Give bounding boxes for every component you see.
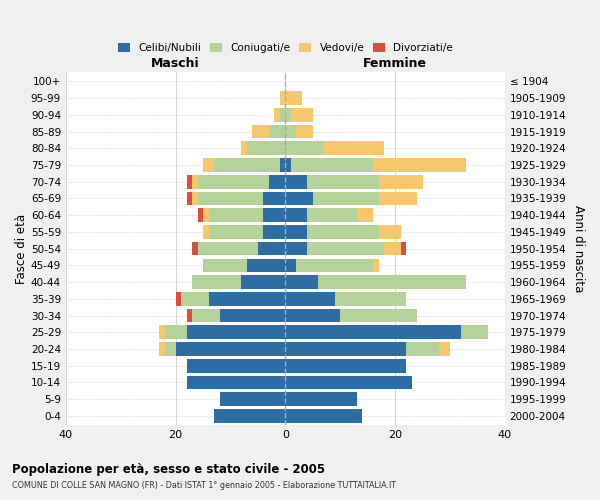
Bar (197, 175, 269, 188)
Bar (286, 142, 324, 155)
Bar (286, 258, 296, 272)
Bar (286, 208, 307, 222)
Bar (192, 308, 220, 322)
Bar (461, 326, 488, 339)
Bar (373, 258, 379, 272)
Bar (253, 124, 269, 138)
Bar (197, 242, 258, 256)
Bar (187, 326, 286, 339)
Bar (373, 158, 466, 172)
Bar (286, 175, 307, 188)
Bar (286, 392, 356, 406)
Bar (379, 175, 422, 188)
Bar (187, 192, 192, 205)
Text: Femmine: Femmine (363, 56, 427, 70)
Y-axis label: Anni di nascita: Anni di nascita (572, 205, 585, 292)
Bar (286, 242, 307, 256)
Bar (401, 242, 406, 256)
Bar (203, 208, 209, 222)
Bar (286, 275, 318, 289)
Bar (247, 258, 286, 272)
Bar (280, 108, 286, 122)
Bar (192, 275, 241, 289)
Bar (335, 292, 406, 306)
Bar (214, 158, 280, 172)
Bar (164, 326, 187, 339)
Bar (296, 124, 313, 138)
Bar (192, 242, 197, 256)
Bar (286, 292, 335, 306)
Bar (280, 158, 286, 172)
Bar (286, 359, 406, 372)
Bar (406, 342, 439, 356)
Bar (286, 158, 291, 172)
Bar (269, 175, 286, 188)
Bar (197, 208, 203, 222)
Bar (197, 192, 263, 205)
Bar (384, 242, 401, 256)
Bar (286, 192, 313, 205)
Bar (286, 342, 406, 356)
Bar (307, 175, 379, 188)
Bar (203, 158, 214, 172)
Bar (181, 292, 209, 306)
Bar (439, 342, 450, 356)
Bar (263, 192, 286, 205)
Bar (192, 175, 197, 188)
Bar (318, 275, 466, 289)
Bar (307, 242, 384, 256)
Bar (176, 342, 286, 356)
Text: COMUNE DI COLLE SAN MAGNO (FR) - Dati ISTAT 1° gennaio 2005 - Elaborazione TUTTA: COMUNE DI COLLE SAN MAGNO (FR) - Dati IS… (12, 481, 396, 490)
Bar (286, 124, 296, 138)
Bar (220, 308, 286, 322)
Bar (286, 376, 412, 390)
Bar (192, 192, 197, 205)
Bar (280, 91, 286, 105)
Bar (220, 392, 286, 406)
Bar (209, 208, 263, 222)
Text: Maschi: Maschi (151, 56, 200, 70)
Bar (307, 225, 379, 239)
Bar (187, 175, 192, 188)
Bar (379, 192, 417, 205)
Bar (291, 108, 313, 122)
Bar (291, 158, 373, 172)
Bar (176, 292, 181, 306)
Bar (286, 326, 461, 339)
Y-axis label: Fasce di età: Fasce di età (15, 214, 28, 284)
Text: Popolazione per età, sesso e stato civile - 2005: Popolazione per età, sesso e stato civil… (12, 462, 325, 475)
Bar (324, 142, 384, 155)
Bar (187, 376, 286, 390)
Bar (286, 91, 302, 105)
Bar (313, 192, 379, 205)
Bar (296, 258, 373, 272)
Bar (286, 108, 291, 122)
Bar (187, 308, 192, 322)
Bar (286, 409, 362, 423)
Bar (258, 242, 286, 256)
Bar (247, 142, 286, 155)
Bar (164, 342, 176, 356)
Bar (187, 359, 286, 372)
Bar (203, 225, 209, 239)
Bar (340, 308, 417, 322)
Bar (203, 258, 247, 272)
Bar (263, 225, 286, 239)
Bar (214, 409, 286, 423)
Bar (307, 208, 356, 222)
Bar (209, 225, 263, 239)
Bar (269, 124, 286, 138)
Bar (241, 275, 286, 289)
Bar (286, 308, 340, 322)
Bar (209, 292, 286, 306)
Bar (356, 208, 373, 222)
Bar (159, 326, 164, 339)
Bar (263, 208, 286, 222)
Bar (241, 142, 247, 155)
Bar (286, 225, 307, 239)
Bar (379, 225, 401, 239)
Bar (159, 342, 164, 356)
Bar (274, 108, 280, 122)
Legend: Celibi/Nubili, Coniugati/e, Vedovi/e, Divorziati/e: Celibi/Nubili, Coniugati/e, Vedovi/e, Di… (113, 38, 457, 57)
